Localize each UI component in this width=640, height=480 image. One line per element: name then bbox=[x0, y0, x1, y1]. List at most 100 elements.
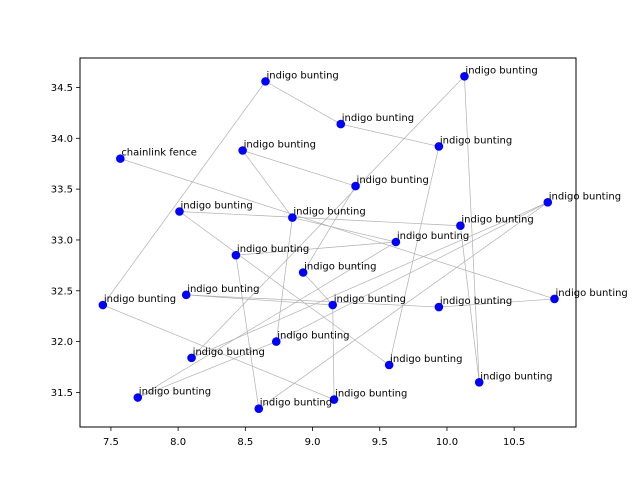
edge-line bbox=[242, 150, 356, 187]
y-tick-label: 34.5 bbox=[51, 83, 73, 94]
labels-layer: indigo bunting chainlink fence indigo bunt… bbox=[104, 65, 628, 408]
edge-line bbox=[388, 146, 440, 366]
y-tick-label: 32.5 bbox=[51, 286, 73, 297]
point-label: indigo bunting bbox=[237, 244, 309, 255]
point-label: indigo bunting bbox=[461, 215, 533, 226]
edge-line bbox=[276, 202, 548, 342]
data-point bbox=[187, 353, 196, 363]
data-point bbox=[456, 221, 465, 231]
x-tick-label: 9.0 bbox=[305, 437, 321, 448]
data-point bbox=[254, 404, 264, 414]
x-tick-label: 8.0 bbox=[170, 437, 186, 448]
edge-line bbox=[340, 123, 439, 147]
x-tick-label: 7.5 bbox=[103, 437, 119, 448]
y-tick-label: 32.0 bbox=[51, 337, 73, 348]
point-label: indigo bunting bbox=[397, 231, 469, 242]
edge-line bbox=[292, 217, 396, 243]
data-point bbox=[133, 393, 143, 402]
point-label: indigo bunting bbox=[342, 113, 414, 124]
data-point bbox=[391, 237, 401, 247]
point-label: indigo bunting bbox=[193, 347, 265, 358]
data-point bbox=[329, 395, 339, 404]
data-point bbox=[550, 294, 559, 304]
edge-line bbox=[102, 304, 335, 400]
y-tick-label: 33.0 bbox=[51, 235, 73, 246]
edge-line bbox=[137, 341, 277, 398]
point-label: indigo bunting bbox=[293, 207, 365, 218]
edge-line bbox=[460, 225, 480, 383]
edge-line bbox=[302, 272, 333, 306]
edge-line bbox=[275, 217, 293, 342]
point-label: indigo bunting bbox=[104, 294, 176, 305]
point-label: indigo bunting bbox=[277, 331, 349, 342]
edge-line bbox=[235, 241, 396, 256]
edge-line bbox=[191, 76, 465, 359]
point-label: indigo bunting bbox=[440, 135, 512, 146]
y-tick-label: 34.0 bbox=[51, 134, 73, 145]
point-label: indigo bunting bbox=[555, 288, 627, 299]
point-label: indigo bunting bbox=[440, 296, 512, 307]
data-point bbox=[261, 77, 270, 86]
x-tick-label: 10.5 bbox=[503, 437, 525, 448]
edge-line bbox=[464, 76, 480, 383]
data-point bbox=[298, 268, 308, 277]
data-point bbox=[288, 213, 297, 222]
data-point bbox=[460, 71, 469, 81]
edge-line bbox=[438, 298, 555, 308]
point-label: indigo bunting bbox=[357, 175, 429, 186]
edge-line bbox=[242, 150, 293, 218]
data-point bbox=[98, 300, 108, 310]
x-tick-label: 9.5 bbox=[372, 437, 388, 448]
point-label: indigo bunting bbox=[465, 65, 537, 76]
point-label: indigo bunting bbox=[480, 371, 552, 382]
data-point bbox=[181, 290, 191, 300]
point-label: indigo bunting bbox=[549, 191, 621, 202]
edge-line bbox=[235, 255, 260, 409]
y-tick-label: 33.5 bbox=[51, 185, 73, 196]
edges-layer bbox=[102, 76, 555, 409]
edge-line bbox=[137, 241, 397, 398]
x-tick-label: 10.0 bbox=[436, 437, 458, 448]
edge-line bbox=[332, 305, 335, 400]
point-label: indigo bunting bbox=[180, 200, 252, 211]
point-label: indigo bunting bbox=[139, 387, 211, 398]
point-label: chainlink fence bbox=[121, 148, 197, 159]
point-label: indigo bunting bbox=[335, 389, 407, 400]
edge-line bbox=[102, 81, 266, 306]
plot-frame bbox=[79, 57, 577, 428]
point-label: indigo bunting bbox=[304, 261, 376, 272]
data-point bbox=[434, 302, 444, 312]
point-label: indigo bunting bbox=[187, 284, 259, 295]
edge-line bbox=[302, 185, 356, 273]
edge-line bbox=[191, 202, 548, 359]
data-point bbox=[328, 300, 338, 310]
edge-line bbox=[120, 158, 555, 300]
y-tick-label: 31.5 bbox=[51, 388, 73, 399]
point-label: indigo bunting bbox=[390, 354, 462, 365]
point-label: indigo bunting bbox=[260, 398, 332, 409]
data-point bbox=[474, 377, 484, 387]
edge-line bbox=[179, 211, 461, 227]
y-axis: 31.5 32.0 32.5 33.0 33.5 34.0 34.5 bbox=[51, 83, 80, 399]
data-point bbox=[336, 119, 346, 129]
data-point bbox=[351, 181, 360, 191]
data-point bbox=[175, 207, 184, 216]
point-label: indigo bunting bbox=[244, 140, 316, 151]
data-point bbox=[384, 360, 394, 370]
x-axis: 7.5 8.0 8.5 9.0 9.5 10.0 10.5 bbox=[103, 427, 525, 448]
data-point bbox=[231, 250, 241, 260]
points-layer bbox=[98, 71, 559, 414]
point-label: indigo bunting bbox=[334, 294, 406, 305]
edge-line bbox=[265, 81, 341, 125]
data-point bbox=[543, 198, 553, 207]
x-tick-label: 8.5 bbox=[237, 437, 253, 448]
point-label: indigo bunting bbox=[266, 70, 338, 81]
data-point bbox=[434, 142, 444, 151]
data-point bbox=[271, 337, 281, 346]
edge-line bbox=[186, 294, 333, 306]
data-point bbox=[238, 146, 247, 155]
edge-line bbox=[179, 211, 390, 366]
data-point bbox=[116, 154, 125, 163]
edge-line bbox=[186, 294, 439, 308]
